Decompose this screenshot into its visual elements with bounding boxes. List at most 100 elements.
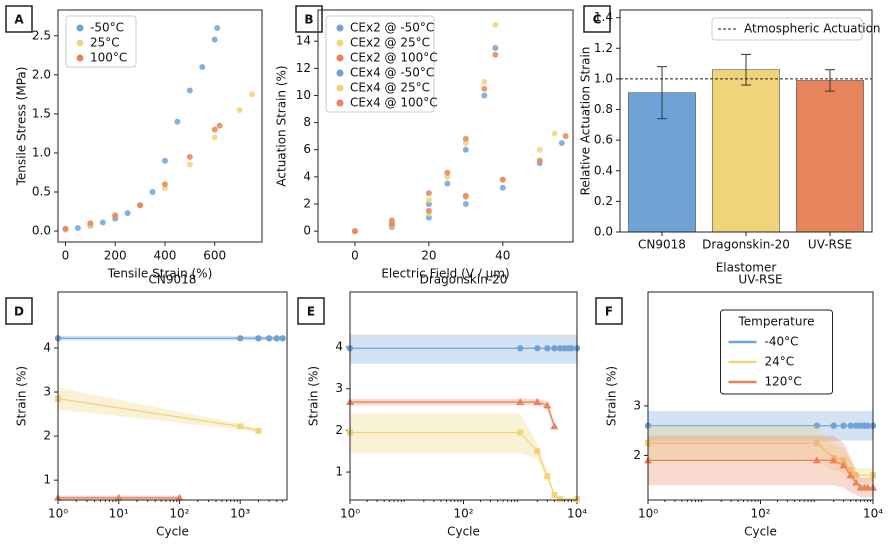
legend-marker [76,24,84,32]
marker [813,440,820,447]
data-point [99,219,106,226]
panel-label: B [304,13,313,27]
x-tick-label: 10² [169,507,189,521]
data-point [481,78,488,85]
marker [273,335,280,342]
x-tick-label: 200 [104,249,127,263]
data-point [199,64,206,71]
marker [255,427,262,434]
y-tick-label: 4 [303,169,311,183]
marker [840,457,847,464]
marker [813,422,820,429]
plot-frame [619,9,873,233]
data-point [351,228,358,235]
legend-box [711,17,863,41]
data-point [161,157,168,164]
data-point [87,220,94,227]
legend-label: 24°C [765,355,795,369]
plot-frame [647,291,874,501]
x-tick-label: 10³ [230,507,250,521]
y-tick-label: 0.8 [594,102,613,116]
panel-label-box [583,5,611,33]
marker [852,422,860,429]
legend-marker [336,99,344,107]
legend-box [65,15,137,68]
data-point [137,202,144,209]
y-tick-label: 0.6 [594,133,613,147]
x-tick-label: 600 [203,249,226,263]
x-tick-label: 10⁰ [638,507,658,521]
legend-label: CEx4 @ 25°C [350,81,430,95]
x-tick-label: UV-RSE [808,238,852,252]
plot-frame [349,291,578,501]
confidence-band [350,413,577,500]
panel-label: D [14,305,24,319]
x-tick-label: 10² [453,507,473,521]
marker [829,456,838,464]
y-axis-label: Relative Actuation Strain [579,47,593,196]
plot-frame [317,9,574,243]
x-tick-label: CN9018 [638,238,686,252]
marker [517,429,524,436]
y-axis-label: Strain (%) [307,366,321,426]
data-point [551,130,558,137]
data-point [462,146,469,153]
data-point [236,106,243,113]
y-tick-label: 1.0 [594,71,613,85]
data-point [112,212,119,219]
y-axis-label: Strain (%) [15,366,29,426]
y-tick-label: 1.2 [594,41,613,55]
y-tick-label: 6 [303,142,311,156]
y-tick-label: 10 [296,88,311,102]
y-tick-label: 0.2 [594,194,613,208]
legend-marker [336,84,344,92]
y-axis-label: Tensile Stress (MPa) [15,67,29,187]
data-point [462,201,469,208]
marker [517,345,524,352]
data-point [425,190,432,197]
plot-frame [57,291,288,501]
legend-box [325,15,435,113]
marker [114,493,123,501]
marker [534,448,541,455]
x-tick-label: 10⁰ [48,507,68,521]
data-point [425,207,432,214]
legend-label: CEx2 @ 100°C [350,51,438,65]
marker [830,422,837,429]
chart-title: Dragonskin-20 [420,273,508,287]
marker [852,478,861,486]
y-tick-label: 2 [303,197,311,211]
x-tick-label: 10⁰ [340,507,360,521]
y-tick-label: 1 [335,465,343,479]
chart-title: UV-RSE [738,273,782,287]
marker [175,493,184,501]
y-axis-label: Strain (%) [605,366,619,426]
y-tick-label: 12 [296,61,311,75]
bar [796,80,864,233]
y-tick-label: 1.4 [594,10,613,24]
data-point [186,87,193,94]
data-point [161,181,168,188]
marker [236,335,244,342]
panel-label-box [297,297,325,325]
marker [544,345,551,352]
confidence-band [648,435,873,498]
panel-label-box [595,297,623,325]
x-tick-label: 10¹ [109,507,129,521]
data-point [462,135,469,142]
panel-label: E [307,305,315,319]
y-tick-label: 1 [43,473,51,487]
legend-label: -40°C [765,335,799,349]
marker [279,335,286,342]
x-axis-label: Tensile Strain (%) [107,267,213,281]
x-axis-label: Cycle [744,525,777,539]
marker [812,456,821,464]
data-point [211,126,218,133]
y-tick-label: 2 [335,423,343,437]
data-point [174,118,181,125]
data-point [492,21,499,28]
data-point [216,122,223,129]
legend-label: CEx4 @ 100°C [350,96,438,110]
marker [863,483,872,491]
y-tick-label: 0.0 [594,225,613,239]
